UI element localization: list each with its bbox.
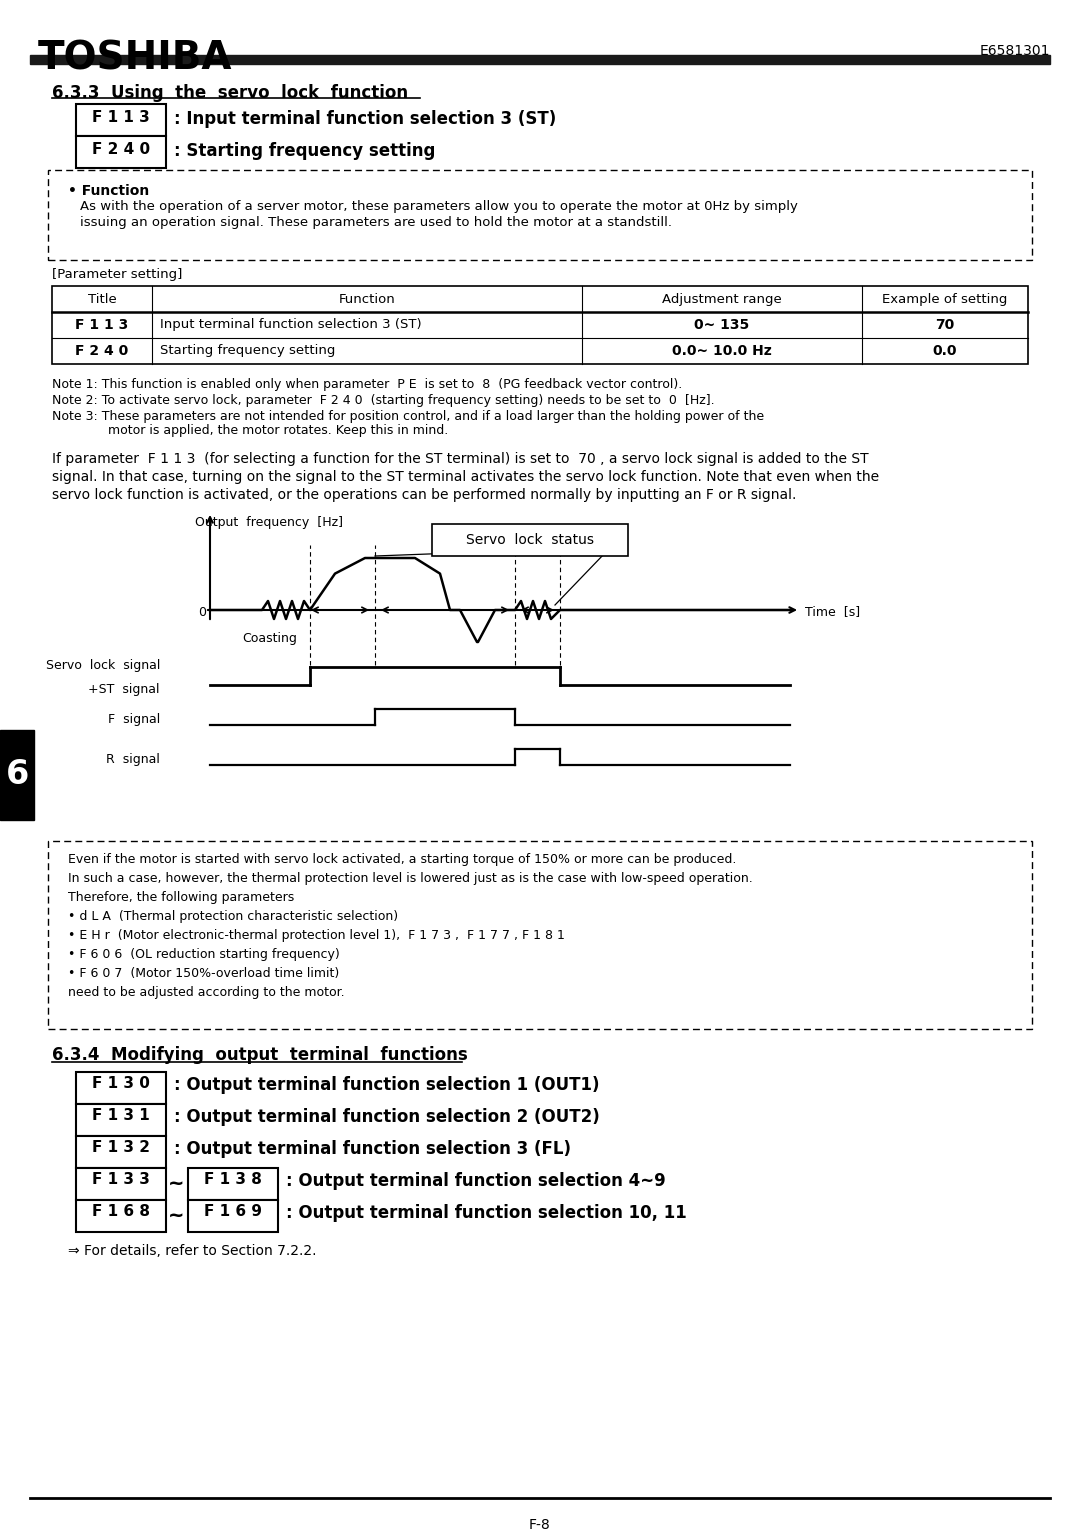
Text: • F 6 0 7  (Motor 150%-overload time limit): • F 6 0 7 (Motor 150%-overload time limi… (68, 967, 339, 980)
Text: 0.0~ 10.0 Hz: 0.0~ 10.0 Hz (672, 345, 772, 358)
FancyBboxPatch shape (48, 170, 1032, 260)
Text: +ST  signal: +ST signal (89, 683, 160, 696)
Text: : Output terminal function selection 1 (OUT1): : Output terminal function selection 1 (… (174, 1075, 599, 1094)
Text: E6581301: E6581301 (980, 44, 1050, 58)
Text: Adjustment range: Adjustment range (662, 293, 782, 306)
Text: Time  [s]: Time [s] (805, 605, 860, 619)
FancyBboxPatch shape (76, 136, 166, 169)
Text: signal. In that case, turning on the signal to the ST terminal activates the ser: signal. In that case, turning on the sig… (52, 470, 879, 484)
Text: Coasting: Coasting (243, 633, 297, 645)
Text: Therefore, the following parameters: Therefore, the following parameters (68, 892, 294, 904)
Text: 6.3.4  Modifying  output  terminal  functions: 6.3.4 Modifying output terminal function… (52, 1046, 468, 1065)
FancyBboxPatch shape (76, 104, 166, 136)
FancyBboxPatch shape (76, 1137, 166, 1167)
Text: servo lock function is activated, or the operations can be performed normally by: servo lock function is activated, or the… (52, 489, 796, 502)
Text: F 1 3 3: F 1 3 3 (92, 1172, 150, 1187)
Text: • F 6 0 6  (OL reduction starting frequency): • F 6 0 6 (OL reduction starting frequen… (68, 948, 340, 961)
Text: ~: ~ (168, 1206, 185, 1226)
FancyBboxPatch shape (48, 841, 1032, 1030)
Text: If parameter  F 1 1 3  (for selecting a function for the ST terminal) is set to : If parameter F 1 1 3 (for selecting a fu… (52, 452, 868, 466)
Text: : Starting frequency setting: : Starting frequency setting (174, 142, 435, 159)
Text: F  signal: F signal (108, 712, 160, 726)
Text: ~: ~ (168, 1174, 185, 1193)
Text: : Output terminal function selection 3 (FL): : Output terminal function selection 3 (… (174, 1140, 571, 1158)
Text: Note 2: To activate servo lock, parameter  F 2 4 0  (starting frequency setting): Note 2: To activate servo lock, paramete… (52, 394, 715, 408)
FancyBboxPatch shape (188, 1167, 278, 1200)
Text: : Output terminal function selection 10, 11: : Output terminal function selection 10,… (286, 1204, 687, 1223)
Text: F 1 1 3: F 1 1 3 (92, 110, 150, 126)
Text: • E H r  (Motor electronic-thermal protection level 1),  F 1 7 3 ,  F 1 7 7 , F : • E H r (Motor electronic-thermal protec… (68, 928, 565, 942)
Bar (52, 286, 1028, 365)
Text: F 2 4 0: F 2 4 0 (76, 345, 129, 358)
Text: 0~ 135: 0~ 135 (694, 319, 750, 332)
Text: Input terminal function selection 3 (ST): Input terminal function selection 3 (ST) (160, 319, 421, 331)
Text: Output  frequency  [Hz]: Output frequency [Hz] (195, 516, 343, 529)
Text: F 1 3 8: F 1 3 8 (204, 1172, 262, 1187)
Text: F-8: F-8 (529, 1518, 551, 1532)
Text: Servo  lock  signal: Servo lock signal (45, 659, 160, 673)
Text: 70: 70 (935, 319, 955, 332)
Text: Servo  lock  status: Servo lock status (465, 533, 594, 547)
Text: Note 3: These parameters are not intended for position control, and if a load la: Note 3: These parameters are not intende… (52, 411, 765, 423)
Text: Example of setting: Example of setting (882, 293, 1008, 306)
Text: F 1 1 3: F 1 1 3 (76, 319, 129, 332)
Bar (0, 731, 33, 820)
Text: F 1 3 2: F 1 3 2 (92, 1140, 150, 1155)
Text: 0: 0 (198, 605, 206, 619)
Text: F 1 6 8: F 1 6 8 (92, 1204, 150, 1219)
Bar (52, 286, 1028, 313)
Text: • d L A  (Thermal protection characteristic selection): • d L A (Thermal protection characterist… (68, 910, 399, 922)
Text: • Function: • Function (68, 184, 149, 198)
FancyBboxPatch shape (76, 1200, 166, 1232)
Text: 6: 6 (5, 758, 29, 792)
Text: 6.3.3  Using  the  servo  lock  function: 6.3.3 Using the servo lock function (52, 84, 408, 103)
FancyBboxPatch shape (76, 1167, 166, 1200)
Text: Title: Title (87, 293, 117, 306)
Text: Starting frequency setting: Starting frequency setting (160, 345, 336, 357)
Text: Note 1: This function is enabled only when parameter  P E  is set to  8  (PG fee: Note 1: This function is enabled only wh… (52, 378, 683, 391)
FancyBboxPatch shape (76, 1105, 166, 1137)
Text: : Input terminal function selection 3 (ST): : Input terminal function selection 3 (S… (174, 110, 556, 129)
Text: issuing an operation signal. These parameters are used to hold the motor at a st: issuing an operation signal. These param… (80, 216, 672, 228)
Text: R  signal: R signal (106, 752, 160, 766)
FancyBboxPatch shape (188, 1200, 278, 1232)
Text: : Output terminal function selection 2 (OUT2): : Output terminal function selection 2 (… (174, 1108, 599, 1126)
Text: Even if the motor is started with servo lock activated, a starting torque of 150: Even if the motor is started with servo … (68, 853, 737, 866)
Text: Function: Function (339, 293, 395, 306)
Text: ⇒ For details, refer to Section 7.2.2.: ⇒ For details, refer to Section 7.2.2. (68, 1244, 316, 1258)
Text: : Output terminal function selection 4~9: : Output terminal function selection 4~9 (286, 1172, 665, 1190)
Text: TOSHIBA: TOSHIBA (38, 40, 232, 78)
Text: In such a case, however, the thermal protection level is lowered just as is the : In such a case, however, the thermal pro… (68, 872, 753, 885)
Text: F 1 3 1: F 1 3 1 (92, 1108, 150, 1123)
FancyBboxPatch shape (76, 1072, 166, 1105)
Text: 0.0: 0.0 (933, 345, 957, 358)
Text: As with the operation of a server motor, these parameters allow you to operate t: As with the operation of a server motor,… (80, 201, 798, 213)
Text: F 1 3 0: F 1 3 0 (92, 1075, 150, 1091)
Text: F 2 4 0: F 2 4 0 (92, 142, 150, 156)
Text: [Parameter setting]: [Parameter setting] (52, 268, 183, 280)
Bar (30, 55, 1050, 64)
Text: need to be adjusted according to the motor.: need to be adjusted according to the mot… (68, 987, 345, 999)
FancyBboxPatch shape (432, 524, 627, 556)
Text: motor is applied, the motor rotates. Keep this in mind.: motor is applied, the motor rotates. Kee… (52, 424, 448, 437)
Text: F 1 6 9: F 1 6 9 (204, 1204, 262, 1219)
